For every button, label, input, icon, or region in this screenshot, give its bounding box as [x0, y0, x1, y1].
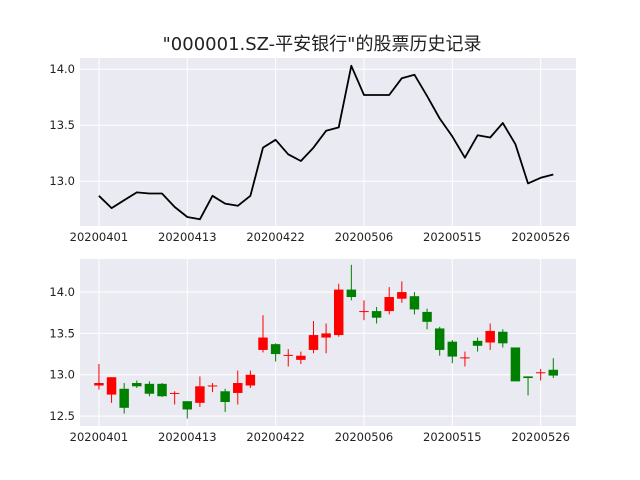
candle-body	[510, 347, 521, 382]
candle-body	[523, 376, 533, 379]
candle-body	[422, 311, 432, 322]
candle-body	[485, 330, 495, 343]
candle-body	[245, 374, 256, 386]
candle-body	[447, 341, 458, 357]
candle-body	[283, 354, 293, 356]
candle-body	[195, 386, 205, 403]
candle-body	[169, 392, 180, 394]
close-price-line-panel: 13.0 13.5 14.0 20200401 20200413 20200422 2020…	[49, 58, 576, 244]
candle-panel-x-tick-label: 20200515	[423, 430, 482, 444]
candle-panel-x-tick-label: 20200413	[158, 430, 217, 444]
line-panel-y-tick-label: 13.0	[49, 174, 75, 188]
candle-body	[359, 311, 369, 313]
candle-body	[333, 289, 344, 336]
candle-body	[182, 401, 193, 410]
candle-body	[308, 335, 319, 350]
candle-panel-y-tick-label: 14.0	[49, 285, 75, 299]
line-panel-x-tick-label: 20200401	[70, 230, 129, 244]
candle-body	[296, 355, 306, 360]
candle-body	[207, 385, 218, 387]
candle-panel-x-tick-label: 20200506	[335, 430, 394, 444]
candle-body	[371, 311, 382, 318]
candle-panel-x-tick-label: 20200526	[511, 430, 570, 444]
candle-body	[548, 369, 559, 376]
candle-body	[434, 328, 445, 350]
candle-body	[94, 383, 104, 386]
line-panel-plot-area	[80, 58, 576, 226]
candle-panel-x-tick-label: 20200401	[70, 430, 129, 444]
candle-body	[346, 289, 357, 298]
candle-body	[409, 296, 420, 310]
close-price-line	[98, 64, 554, 221]
candle-body	[220, 391, 230, 403]
candle-panel-x-tick-label: 20200422	[246, 430, 305, 444]
line-panel-x-tick-label: 20200506	[335, 230, 394, 244]
candle-panel-y-tick-label: 12.5	[49, 409, 75, 423]
candle-panel-y-tick-label: 13.0	[49, 368, 75, 382]
candle-body	[144, 383, 155, 394]
chart-title: "000001.SZ-平安银行"的股票历史记录	[163, 34, 482, 55]
candle-panel-y-tick-label: 13.5	[49, 326, 75, 340]
candle-body	[106, 377, 117, 395]
line-panel-x-tick-label: 20200515	[423, 230, 482, 244]
candle-body	[460, 357, 470, 359]
candle-body	[397, 292, 407, 299]
candle-body	[132, 383, 142, 387]
candle-body	[233, 383, 243, 393]
line-panel-x-tick-label: 20200422	[246, 230, 305, 244]
candle-body	[535, 372, 546, 374]
candle-body	[498, 331, 508, 344]
candle-body	[157, 383, 167, 397]
line-panel-y-tick-label: 13.5	[49, 118, 75, 132]
candle-body	[119, 388, 129, 408]
line-panel-x-tick-label: 20200413	[158, 230, 217, 244]
line-panel-x-tick-label: 20200526	[511, 230, 570, 244]
candle-body	[321, 333, 331, 338]
candlestick-panel: 12.5 13.0 13.5 14.0 20200401 20200413 20200422…	[49, 259, 576, 444]
candle-body	[472, 340, 483, 346]
candle-body	[258, 337, 268, 350]
line-panel-y-tick-label: 14.0	[49, 62, 75, 76]
candle-body	[270, 344, 281, 355]
candle-body	[384, 297, 394, 312]
